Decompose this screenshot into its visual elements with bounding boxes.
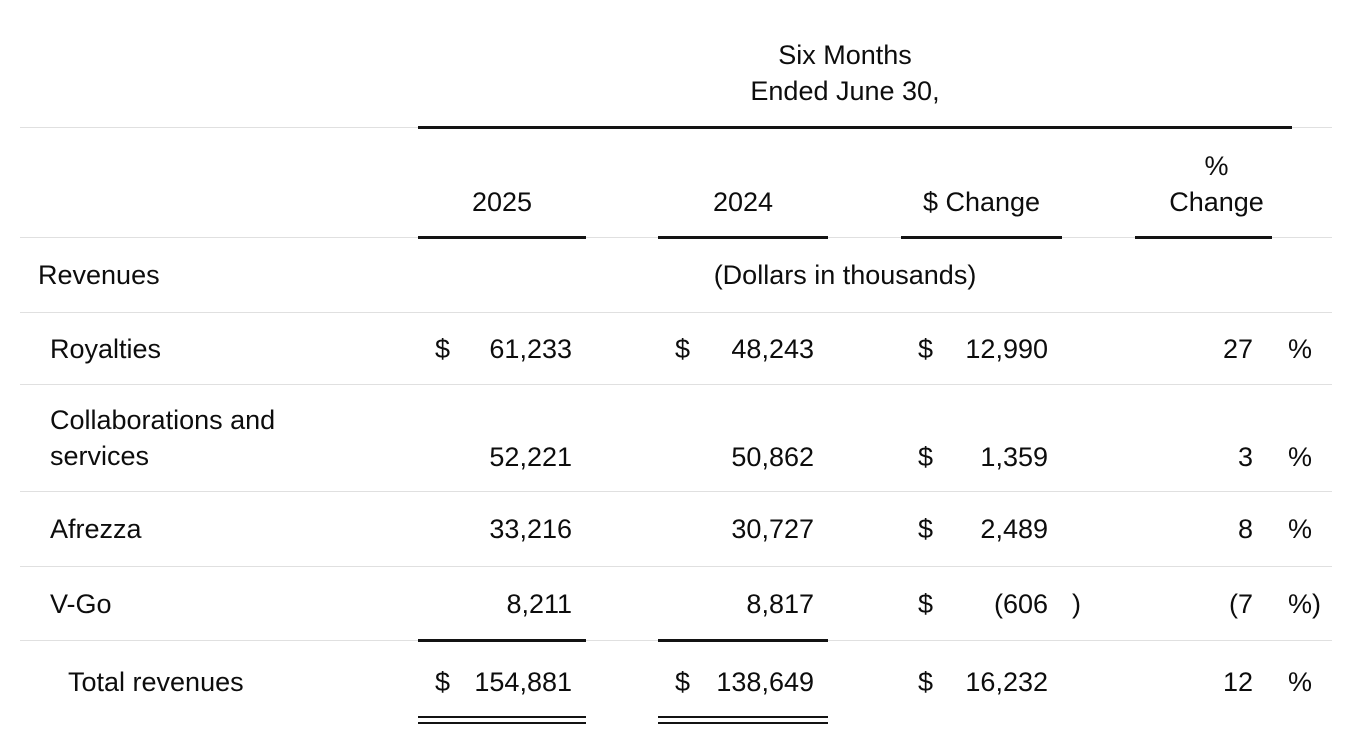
pct-sign: %) — [1288, 588, 1321, 619]
subtotal-rule-2025 — [418, 639, 586, 642]
amount: 8,817 — [746, 588, 814, 619]
amount: 2,489 — [980, 514, 1048, 544]
value-2024: $138,649 — [658, 641, 828, 740]
amount: 48,243 — [731, 333, 814, 364]
value-2024: $48,243 — [658, 313, 828, 384]
table-row-royalties: Royalties $61,233 $48,243 $12,990 27 % — [20, 313, 1332, 385]
table-row-vgo: V-Go 8,211 8,817 $ (606 ) (7 %) — [20, 567, 1332, 642]
value-dollar-change: $1,359 — [901, 385, 1062, 491]
value-2024: 30,727 — [658, 492, 828, 566]
row-label: Afrezza — [50, 514, 142, 544]
amount: 30,727 — [731, 514, 814, 544]
table-row-total-revenues: Total revenues $154,881 $138,649 $16,232… — [20, 641, 1332, 740]
pct-change-value: (7 — [1228, 588, 1253, 619]
amount: 50,862 — [731, 442, 814, 472]
currency-sign: $ — [918, 333, 934, 364]
underline-dollar-change — [901, 236, 1062, 239]
currency-sign: $ — [918, 588, 934, 619]
value-2025: 33,216 — [418, 492, 586, 566]
currency-sign: $ — [435, 667, 451, 697]
row-label: Total revenues — [68, 667, 244, 697]
column-header-row: 2025 2024 $ Change % Change — [20, 128, 1332, 239]
pct-change-value: 3 — [1237, 442, 1253, 472]
paren-close — [1062, 313, 1092, 384]
column-header-2025: 2025 — [471, 187, 533, 217]
pct-sign: % — [1288, 667, 1313, 697]
underline-2024 — [658, 236, 828, 239]
pct-change-value: 12 — [1222, 667, 1253, 697]
amount: 154,881 — [474, 667, 572, 697]
amount: 1,359 — [980, 442, 1048, 472]
value-dollar-change: $ (606 — [901, 567, 1062, 640]
amount: 16,232 — [965, 667, 1048, 697]
period-line1: Six Months — [778, 40, 912, 70]
amount: 61,233 — [489, 333, 572, 364]
currency-sign: $ — [918, 667, 934, 697]
amount: (606 — [993, 588, 1048, 619]
value-dollar-change: $2,489 — [901, 492, 1062, 566]
row-label: V-Go — [50, 588, 112, 619]
column-header-dollar-change: $ Change — [922, 187, 1041, 217]
row-label: Collaborations and services — [50, 405, 276, 471]
currency-sign: $ — [675, 667, 691, 697]
value-2025: $61,233 — [418, 313, 586, 384]
paren-close — [1062, 641, 1092, 740]
pct-change-value: 27 — [1222, 333, 1253, 364]
row-label: Royalties — [50, 333, 162, 364]
units-note: (Dollars in thousands) — [713, 260, 977, 290]
value-2025: 8,211 — [418, 567, 586, 640]
pct-sign: % — [1288, 514, 1313, 544]
currency-sign: $ — [918, 514, 934, 544]
underline-2025 — [418, 236, 586, 239]
pct-change-line2: Change — [1169, 187, 1264, 217]
section-row: Revenues (Dollars in thousands) — [20, 238, 1332, 313]
pct-change-line1: % — [1204, 151, 1229, 181]
value-2025: $154,881 — [418, 641, 586, 740]
pct-change-value: 8 — [1237, 514, 1253, 544]
underline-pct-change — [1135, 236, 1272, 239]
amount: 138,649 — [716, 667, 814, 697]
table-row-afrezza: Afrezza 33,216 30,727 $2,489 8 % — [20, 492, 1332, 567]
period-underline — [418, 126, 1292, 129]
amount: 12,990 — [965, 333, 1048, 364]
currency-sign: $ — [918, 442, 934, 472]
paren-close — [1062, 385, 1092, 491]
currency-sign: $ — [435, 333, 451, 364]
table-row-collaborations: Collaborations and services 52,221 50,86… — [20, 385, 1332, 492]
period-header: Six Months Ended June 30, — [418, 0, 1272, 127]
amount: 33,216 — [489, 514, 572, 544]
total-double-rule-2025 — [418, 716, 586, 724]
period-header-row: Six Months Ended June 30, — [20, 0, 1332, 129]
amount: 52,221 — [489, 442, 572, 472]
value-2024: 8,817 — [658, 567, 828, 640]
total-double-rule-2024 — [658, 716, 828, 724]
subtotal-rule-2024 — [658, 639, 828, 642]
value-dollar-change: $12,990 — [901, 313, 1062, 384]
pct-sign: % — [1288, 333, 1313, 364]
value-2025: 52,221 — [418, 385, 586, 491]
paren-close: ) — [1072, 588, 1081, 619]
section-label: Revenues — [38, 260, 160, 290]
currency-sign: $ — [675, 333, 691, 364]
period-line2: Ended June 30, — [750, 76, 940, 106]
value-dollar-change: $16,232 — [901, 641, 1062, 740]
value-2024: 50,862 — [658, 385, 828, 491]
amount: 8,211 — [506, 588, 572, 619]
pct-sign: % — [1288, 442, 1313, 472]
paren-close — [1062, 492, 1092, 566]
column-header-2024: 2024 — [712, 187, 774, 217]
column-header-pct-change: % Change — [1135, 128, 1332, 237]
